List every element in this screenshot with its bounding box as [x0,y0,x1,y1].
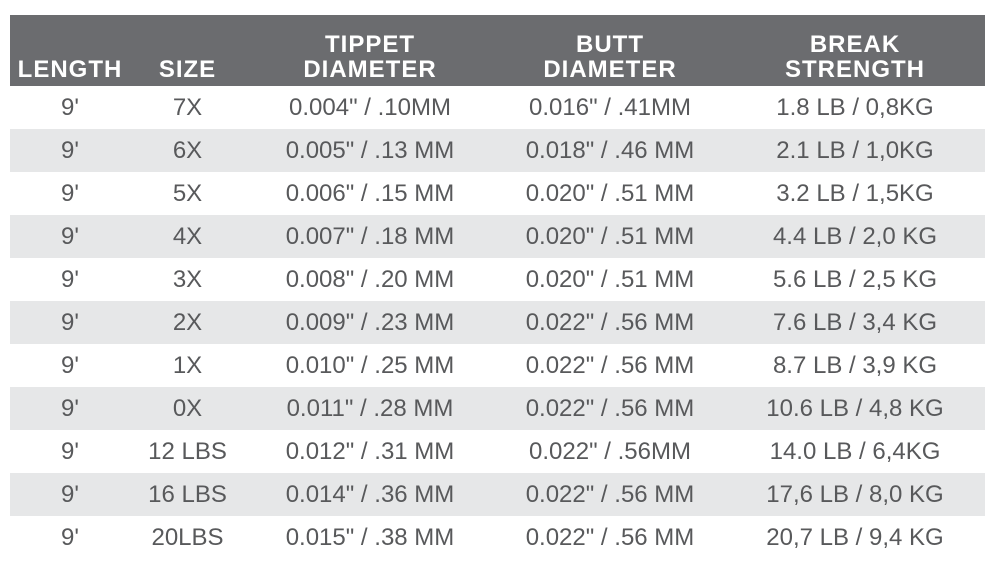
cell-size: 6X [130,129,245,172]
table-row: 9' 0X 0.011" / .28 MM 0.022" / .56 MM 10.6 L… [10,387,985,430]
cell-tippet-diameter: 0.009" / .23 MM [245,301,495,344]
cell-break-strength: 2.1 LB / 1,0KG [725,129,985,172]
cell-break-strength: 10.6 LB / 4,8 KG [725,387,985,430]
cell-butt-diameter: 0.020" / .51 MM [525,179,695,207]
cell-break-strength: 5.6 LB / 2,5 KG [772,265,938,293]
cell-break-strength: 3.2 LB / 1,5KG [776,179,934,207]
cell-length: 9' [10,301,130,344]
header-text: BUTT [576,31,644,58]
table-row: 9' 6X 0.005" / .13 MM 0.018" / .46 MM 2.1 LB… [10,129,985,172]
cell-length: 9' [10,129,130,172]
cell-length: 9' [10,215,130,258]
cell-butt-diameter: 0.020" / .51 MM [525,265,695,293]
cell-tippet-diameter: 0.008" / .20 MM [285,265,455,293]
header-break-strength: BREAK STRENGTH [725,15,985,86]
cell-butt-diameter: 0.022" / .56 MM [495,301,725,344]
header-text: BREAK [809,31,901,58]
header-text [10,32,130,57]
header-text: TIPPET [324,31,415,58]
cell-size: 2X [130,301,245,344]
cell-tippet-diameter: 0.015" / .38 MM [285,523,455,551]
cell-tippet-diameter: 0.012" / .31 MM [285,437,455,465]
cell-butt-diameter: 0.022" / .56 MM [495,473,725,516]
header-text: SIZE [158,56,217,83]
header-tippet-diameter: TIPPET DIAMETER [245,15,495,86]
cell-size: 7X [172,93,203,121]
cell-break-strength: 4.4 LB / 2,0 KG [725,215,985,258]
cell-size: 1X [172,351,203,379]
table-row: 9' 16 LBS 0.014" / .36 MM 0.022" / .56 MM 17… [10,473,985,516]
cell-break-strength: 7.6 LB / 3,4 KG [725,301,985,344]
cell-length: 9' [61,179,79,207]
header-text [130,32,245,57]
cell-length: 9' [61,265,79,293]
header-text: STRENGTH [785,56,925,83]
cell-length: 9' [10,473,130,516]
header-text: LENGTH [17,56,123,83]
header-text: DIAMETER [543,56,677,83]
cell-size: 16 LBS [130,473,245,516]
cell-tippet-diameter: 0.006" / .15 MM [285,179,455,207]
cell-size: 0X [130,387,245,430]
cell-size: 12 LBS [148,437,227,465]
table-row: 9' 20LBS 0.015" / .38 MM 0.022" / .56 MM 20,… [10,516,985,559]
header-butt-diameter: BUTT DIAMETER [495,15,725,86]
cell-size: 20LBS [151,523,224,551]
cell-break-strength: 1.8 LB / 0,8KG [776,93,934,121]
cell-butt-diameter: 0.022" / .56 MM [525,523,695,551]
header-length: LENGTH [10,15,130,86]
cell-break-strength: 20,7 LB / 9,4 KG [766,523,944,551]
header-size: SIZE [130,15,245,86]
cell-tippet-diameter: 0.010" / .25 MM [285,351,455,379]
table-row: 9' 7X 0.004" / .10MM 0.016" / .41MM 1.8 LB /… [10,86,985,129]
table-row: 9' 1X 0.010" / .25 MM 0.022" / .56 MM 8.7 LB… [10,344,985,387]
cell-break-strength: 8.7 LB / 3,9 KG [772,351,938,379]
cell-tippet-diameter: 0.004" / .10MM [289,93,451,121]
cell-tippet-diameter: 0.007" / .18 MM [245,215,495,258]
cell-size: 3X [172,265,203,293]
cell-butt-diameter: 0.022" / .56MM [529,437,691,465]
cell-butt-diameter: 0.020" / .51 MM [495,215,725,258]
table-row: 9' 5X 0.006" / .15 MM 0.020" / .51 MM 3.2 LB… [10,172,985,215]
table-row: 9' 2X 0.009" / .23 MM 0.022" / .56 MM 7.6 LB… [10,301,985,344]
table-body: 9' 7X 0.004" / .10MM 0.016" / .41MM 1.8 LB /… [10,86,985,559]
cell-length: 9' [61,93,79,121]
cell-length: 9' [10,387,130,430]
cell-length: 9' [61,437,79,465]
cell-tippet-diameter: 0.011" / .28 MM [245,387,495,430]
cell-length: 9' [61,523,79,551]
leader-spec-table: LENGTH SIZE TIPPET DIAMETER BUTT DIAMETER BRE… [10,15,985,559]
header-text: DIAMETER [303,56,437,83]
cell-break-strength: 17,6 LB / 8,0 KG [725,473,985,516]
table-row: 9' 12 LBS 0.012" / .31 MM 0.022" / .56MM 14.… [10,430,985,473]
cell-tippet-diameter: 0.005" / .13 MM [245,129,495,172]
table-row: 9' 3X 0.008" / .20 MM 0.020" / .51 MM 5.6 LB… [10,258,985,301]
cell-size: 5X [172,179,203,207]
cell-break-strength: 14.0 LB / 6,4KG [769,437,941,465]
cell-tippet-diameter: 0.014" / .36 MM [245,473,495,516]
cell-size: 4X [130,215,245,258]
cell-butt-diameter: 0.022" / .56 MM [525,351,695,379]
table-row: 9' 4X 0.007" / .18 MM 0.020" / .51 MM 4.4 LB… [10,215,985,258]
cell-length: 9' [61,351,79,379]
header-row: LENGTH SIZE TIPPET DIAMETER BUTT DIAMETER BRE… [10,15,985,86]
cell-butt-diameter: 0.022" / .56 MM [495,387,725,430]
cell-butt-diameter: 0.018" / .46 MM [495,129,725,172]
cell-butt-diameter: 0.016" / .41MM [529,93,691,121]
